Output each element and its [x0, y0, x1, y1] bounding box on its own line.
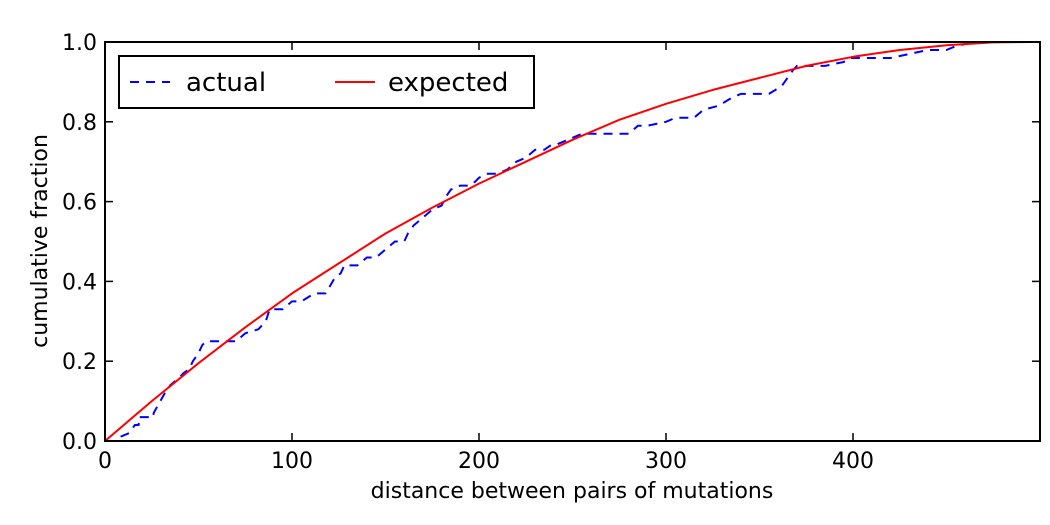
y-tick-label-2: 0.4: [62, 270, 97, 295]
x-tick-label-1: 100: [271, 449, 313, 474]
y-tick-label-5: 1.0: [62, 31, 97, 56]
legend-frame: [118, 55, 535, 109]
series-layer: [104, 41, 1031, 442]
legend-label-actual: actual: [186, 68, 266, 98]
legend-label-expected: expected: [388, 68, 508, 98]
x-tick-label-2: 200: [458, 449, 500, 474]
y-tick-label-4: 0.8: [62, 111, 97, 136]
y-tick-label-0: 0.0: [62, 430, 97, 455]
y-tick-label-1: 0.2: [62, 350, 97, 375]
x-tick-label-3: 300: [645, 449, 687, 474]
y-tick-label-3: 0.6: [62, 191, 97, 216]
plot-frame: [104, 41, 1041, 442]
series-line-expected: [104, 41, 1031, 442]
legend: actual expected: [118, 55, 535, 109]
y-axis-title: cumulative fraction: [28, 134, 53, 348]
x-axis-title: distance between pairs of mutations: [371, 479, 774, 504]
ticks-layer: 0 100 200 300 400 0.0 0.2 0.4 0.6 0.8 1.0: [62, 31, 1040, 474]
x-tick-label-0: 0: [98, 449, 112, 474]
x-tick-label-4: 400: [832, 449, 874, 474]
